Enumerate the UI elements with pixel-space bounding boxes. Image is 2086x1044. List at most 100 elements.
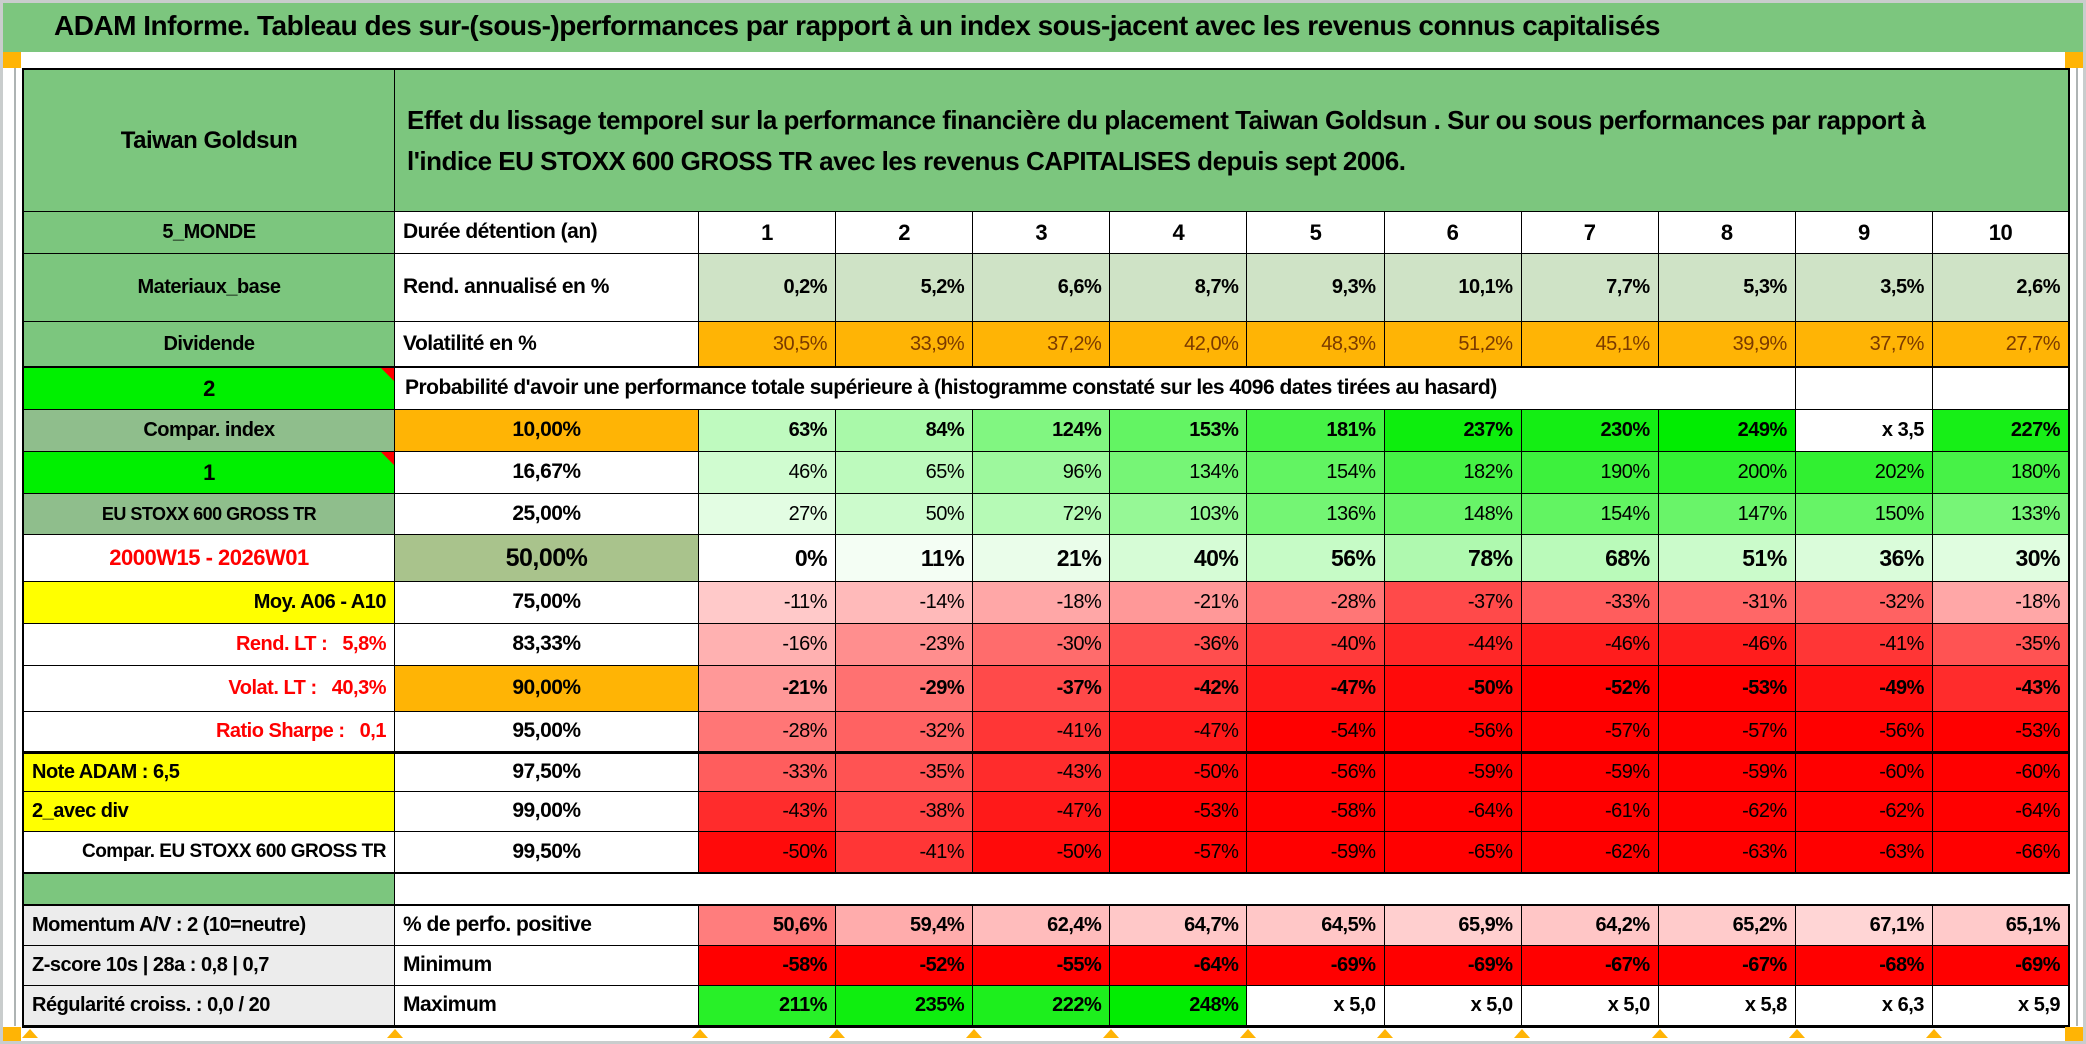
data-cell-volat-y10[interactable]: 27,7% [1932,322,2070,368]
measure-cell-min[interactable]: Minimum [395,946,699,986]
data-cell-rend-y4[interactable]: 8,7% [1110,254,1248,322]
measure-cell-p50[interactable]: 50,00% [395,535,699,582]
data-cell-p10-y4[interactable]: 153% [1110,410,1248,452]
measure-cell-p16[interactable]: 16,67% [395,452,699,494]
data-cell-p50-y7[interactable]: 68% [1521,535,1659,582]
data-cell-perfpos-y5[interactable]: 64,5% [1247,904,1385,946]
data-cell-p25-y2[interactable]: 50% [836,494,974,535]
data-cell-p83-y6[interactable]: -44% [1384,624,1522,666]
data-cell-max-y7[interactable]: x 5,0 [1521,986,1659,1028]
row-label-cell-p25[interactable]: EU STOXX 600 GROSS TR [22,494,395,535]
measure-cell-rend[interactable]: Rend. annualisé en % [395,254,699,322]
data-cell-p90-y4[interactable]: -42% [1110,666,1248,712]
row-label-cell-p16[interactable]: 1 [22,452,395,494]
data-cell-rend-y6[interactable]: 10,1% [1384,254,1522,322]
data-cell-p95-y6[interactable]: -56% [1384,712,1522,754]
data-cell-p995-y10[interactable]: -66% [1932,832,2070,874]
data-cell-min-y2[interactable]: -52% [836,946,974,986]
data-cell-p83-y4[interactable]: -36% [1110,624,1248,666]
row-label-cell-probheader[interactable]: 2 [22,368,395,410]
data-cell-p16-y5[interactable]: 154% [1247,452,1385,494]
row-label-cell-p10[interactable]: Compar. index [22,410,395,452]
data-cell-p83-y2[interactable]: -23% [836,624,974,666]
data-cell-p25-y10[interactable]: 133% [1932,494,2070,535]
data-cell-p50-y4[interactable]: 40% [1110,535,1248,582]
data-cell-p90-y3[interactable]: -37% [973,666,1111,712]
data-cell-perfpos-y10[interactable]: 65,1% [1932,904,2070,946]
data-cell-max-y8[interactable]: x 5,8 [1658,986,1796,1028]
data-cell-p75-y3[interactable]: -18% [973,582,1111,624]
data-cell-p10-y10[interactable]: 227% [1932,410,2070,452]
data-cell-p25-y7[interactable]: 154% [1521,494,1659,535]
data-cell-p50-y1[interactable]: 0% [699,535,837,582]
data-cell-p995-y5[interactable]: -59% [1247,832,1385,874]
data-cell-p90-y6[interactable]: -50% [1384,666,1522,712]
measure-cell-p10[interactable]: 10,00% [395,410,699,452]
data-cell-p95-y1[interactable]: -28% [699,712,837,754]
row-label-cell-min[interactable]: Z-score 10s | 28a : 0,8 | 0,7 [22,946,395,986]
measure-cell-p90[interactable]: 90,00% [395,666,699,712]
data-cell-p99-y8[interactable]: -62% [1658,792,1796,832]
data-cell-min-y4[interactable]: -64% [1110,946,1248,986]
data-cell-p10-y5[interactable]: 181% [1247,410,1385,452]
row-label-cell-perfpos[interactable]: Momentum A/V : 2 (10=neutre) [22,904,395,946]
data-cell-max-y6[interactable]: x 5,0 [1384,986,1522,1028]
data-cell-p975-y5[interactable]: -56% [1247,754,1385,792]
data-cell-duree-y4[interactable]: 4 [1110,212,1248,254]
data-cell-p99-y5[interactable]: -58% [1247,792,1385,832]
data-cell-p50-y3[interactable]: 21% [973,535,1111,582]
measure-cell-p975[interactable]: 97,50% [395,754,699,792]
data-cell-perfpos-y2[interactable]: 59,4% [836,904,974,946]
data-cell-rend-y3[interactable]: 6,6% [973,254,1111,322]
data-cell-p995-y7[interactable]: -62% [1521,832,1659,874]
data-cell-max-y5[interactable]: x 5,0 [1247,986,1385,1028]
data-cell-min-y8[interactable]: -67% [1658,946,1796,986]
data-cell-p16-y10[interactable]: 180% [1932,452,2070,494]
data-cell-volat-y7[interactable]: 45,1% [1521,322,1659,368]
data-cell-p99-y7[interactable]: -61% [1521,792,1659,832]
data-cell-p83-y1[interactable]: -16% [699,624,837,666]
data-cell-p25-y1[interactable]: 27% [699,494,837,535]
data-cell-p75-y10[interactable]: -18% [1932,582,2070,624]
row-label-cell-p75[interactable]: Moy. A06 - A10 [22,582,395,624]
data-cell-perfpos-y9[interactable]: 67,1% [1795,904,1933,946]
data-cell-p10-y1[interactable]: 63% [699,410,837,452]
data-cell-p90-y2[interactable]: -29% [836,666,974,712]
data-cell-rend-y10[interactable]: 2,6% [1932,254,2070,322]
data-cell-volat-y1[interactable]: 30,5% [699,322,837,368]
data-cell-p995-y6[interactable]: -65% [1384,832,1522,874]
data-cell-p10-y7[interactable]: 230% [1521,410,1659,452]
data-cell-min-y7[interactable]: -67% [1521,946,1659,986]
data-cell-p90-y5[interactable]: -47% [1247,666,1385,712]
data-cell-volat-y3[interactable]: 37,2% [973,322,1111,368]
data-cell-min-y3[interactable]: -55% [973,946,1111,986]
data-cell-p99-y2[interactable]: -38% [836,792,974,832]
data-cell-perfpos-y4[interactable]: 64,7% [1110,904,1248,946]
measure-cell-duree[interactable]: Durée détention (an) [395,212,699,254]
probability-header-cell[interactable]: Probabilité d'avoir une performance tota… [395,368,1796,410]
data-cell-p975-y9[interactable]: -60% [1795,754,1933,792]
data-cell-p975-y7[interactable]: -59% [1521,754,1659,792]
data-cell-p16-y9[interactable]: 202% [1795,452,1933,494]
data-cell-p75-y7[interactable]: -33% [1521,582,1659,624]
row-label-cell-sep[interactable] [22,874,395,904]
data-cell-max-y10[interactable]: x 5,9 [1932,986,2070,1028]
data-cell-duree-y7[interactable]: 7 [1521,212,1659,254]
data-cell-p50-y9[interactable]: 36% [1795,535,1933,582]
data-cell-p10-y8[interactable]: 249% [1658,410,1796,452]
data-cell-p75-y4[interactable]: -21% [1110,582,1248,624]
data-cell-p99-y1[interactable]: -43% [699,792,837,832]
data-cell-p90-y1[interactable]: -21% [699,666,837,712]
data-cell-volat-y9[interactable]: 37,7% [1795,322,1933,368]
data-cell-p975-y6[interactable]: -59% [1384,754,1522,792]
measure-cell-p95[interactable]: 95,00% [395,712,699,754]
data-cell-p975-y3[interactable]: -43% [973,754,1111,792]
row-label-cell-p99[interactable]: 2_avec div [22,792,395,832]
data-cell-p975-y8[interactable]: -59% [1658,754,1796,792]
measure-cell-p995[interactable]: 99,50% [395,832,699,874]
row-label-cell-rend[interactable]: Materiaux_base [22,254,395,322]
data-cell-rend-y2[interactable]: 5,2% [836,254,974,322]
data-cell-rend-y8[interactable]: 5,3% [1658,254,1796,322]
data-cell-p975-y10[interactable]: -60% [1932,754,2070,792]
data-cell-p83-y10[interactable]: -35% [1932,624,2070,666]
